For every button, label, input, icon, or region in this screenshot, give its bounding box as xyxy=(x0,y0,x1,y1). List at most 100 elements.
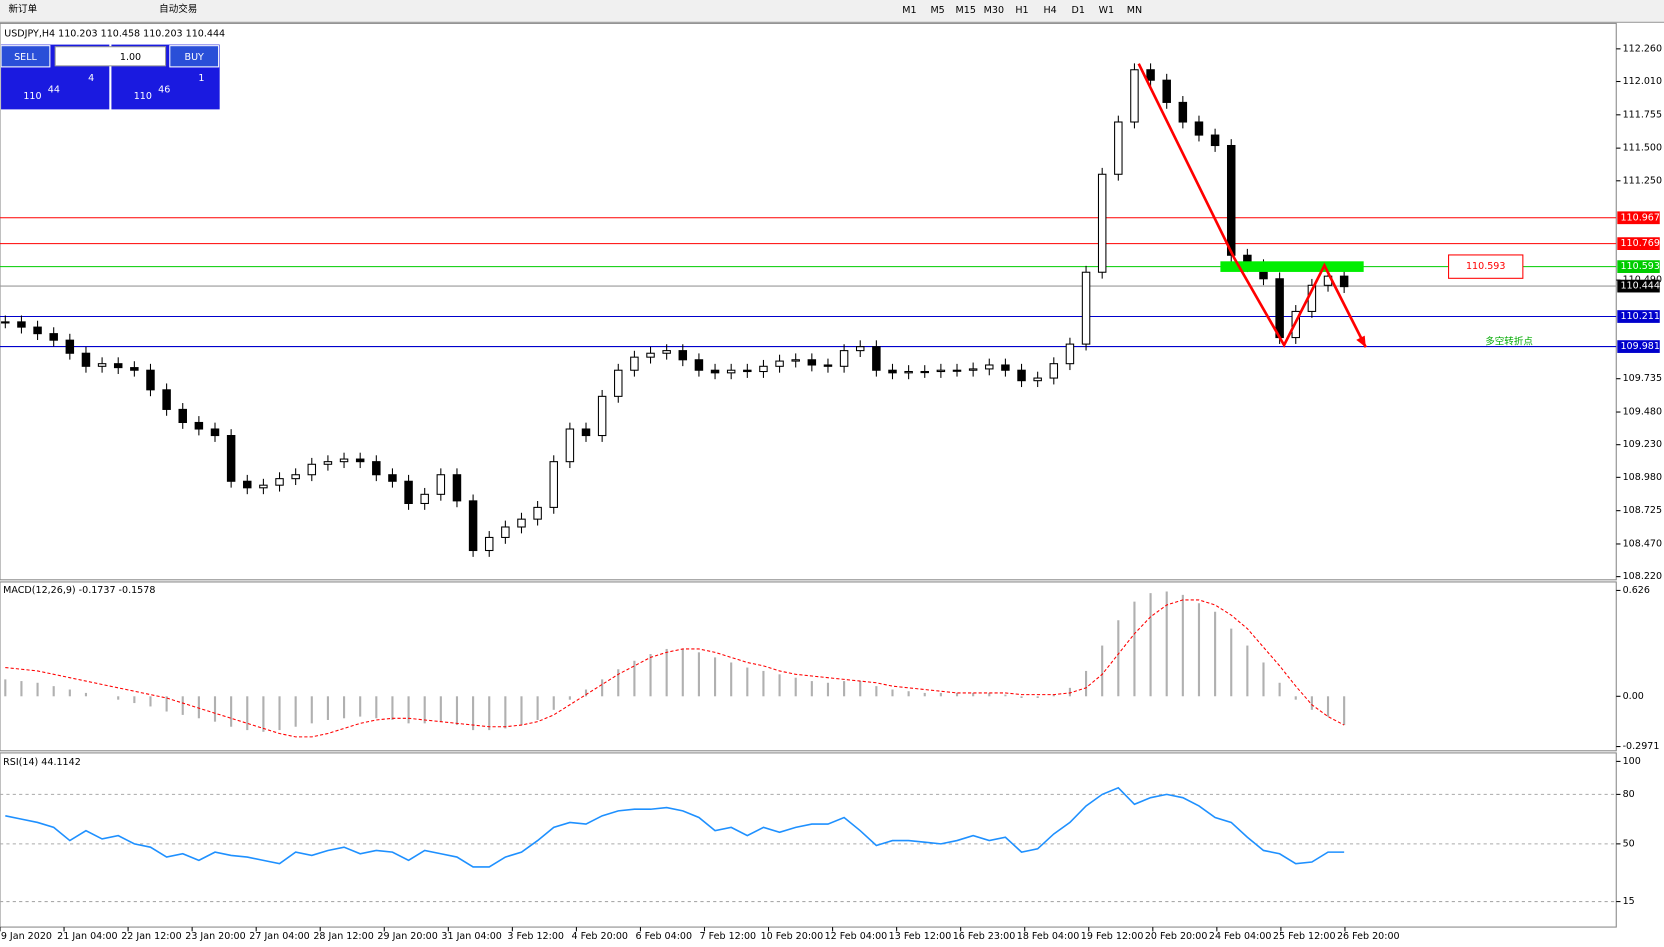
level-tag xyxy=(1617,340,1660,353)
rsi-title: RSI(14) 44.1142 xyxy=(3,757,81,768)
period-button[interactable]: MN xyxy=(1127,5,1142,16)
candle xyxy=(533,506,542,520)
lot-input[interactable]: 1.00 xyxy=(120,52,141,63)
x-tick-label: 29 Jan 20:00 xyxy=(377,931,437,942)
bid-big: 110 xyxy=(23,91,41,102)
candle xyxy=(210,428,220,437)
x-tick-label: 23 Jan 20:00 xyxy=(185,931,245,942)
candle xyxy=(372,461,381,476)
candle xyxy=(146,369,155,391)
period-button[interactable]: M15 xyxy=(956,5,976,16)
candle xyxy=(1130,69,1139,123)
candle xyxy=(178,408,187,424)
candle xyxy=(388,474,397,482)
candle xyxy=(807,359,817,366)
level-label: 110.593 xyxy=(1620,261,1659,272)
period-button[interactable]: M30 xyxy=(984,5,1004,16)
candle xyxy=(162,389,171,410)
turning-zone xyxy=(1220,261,1364,272)
y-tick-label: 0.00 xyxy=(1623,691,1644,702)
candle xyxy=(1194,121,1204,136)
candle xyxy=(291,474,300,480)
new-order-button[interactable]: 新订单 xyxy=(8,3,37,15)
candle xyxy=(726,369,736,374)
candle xyxy=(952,369,962,372)
period-button[interactable]: H4 xyxy=(1043,5,1056,16)
candle xyxy=(484,536,494,552)
level-label: 110.967 xyxy=(1620,212,1659,223)
candle xyxy=(614,369,623,397)
x-tick-label: 24 Feb 04:00 xyxy=(1209,931,1272,942)
period-button[interactable]: H1 xyxy=(1015,5,1028,16)
candle xyxy=(243,480,252,489)
y-tick-label: 100 xyxy=(1623,756,1641,767)
level-tag xyxy=(1617,237,1660,251)
x-tick-label: 27 Jan 04:00 xyxy=(249,931,309,942)
candle xyxy=(694,359,704,371)
period-button[interactable]: M1 xyxy=(902,5,916,16)
candle xyxy=(920,370,929,374)
toolbar xyxy=(0,0,1664,23)
candle xyxy=(791,359,800,362)
candle xyxy=(597,395,607,437)
candle xyxy=(81,352,91,367)
x-tick-label: 20 Feb 20:00 xyxy=(1145,931,1208,942)
y-tick-label: 108.470 xyxy=(1623,538,1662,549)
buy-button[interactable]: BUY xyxy=(185,52,205,63)
candle xyxy=(1226,144,1236,256)
candle xyxy=(1081,271,1091,345)
sell-button[interactable]: SELL xyxy=(14,52,37,63)
candle xyxy=(226,435,236,482)
candle xyxy=(662,350,671,354)
period-button[interactable]: M5 xyxy=(930,5,944,16)
period-button[interactable]: W1 xyxy=(1099,5,1115,16)
candle xyxy=(904,370,913,374)
y-tick-label: 108.220 xyxy=(1623,571,1662,582)
y-tick-label: 112.010 xyxy=(1623,76,1662,87)
candle xyxy=(113,363,123,369)
x-tick-label: 25 Feb 12:00 xyxy=(1273,931,1336,942)
candle xyxy=(1339,275,1349,288)
candle xyxy=(97,363,107,367)
x-tick-label: 7 Feb 12:00 xyxy=(700,931,757,942)
candle xyxy=(307,463,317,476)
candle xyxy=(49,333,58,341)
ask-main: 46 xyxy=(158,85,170,96)
x-tick-label: 19 Jan 2020 xyxy=(0,931,52,942)
level-tag xyxy=(1617,260,1660,273)
period-button[interactable]: D1 xyxy=(1071,5,1084,16)
level-label: 110.211 xyxy=(1620,311,1659,322)
x-tick-label: 3 Feb 12:00 xyxy=(507,931,564,942)
macd-signal xyxy=(5,599,1345,738)
candle xyxy=(452,474,462,502)
annotation-price: 110.593 xyxy=(1466,261,1505,272)
candle xyxy=(936,369,946,373)
ask-sup: 1 xyxy=(198,73,204,84)
candle xyxy=(1001,364,1010,371)
y-tick-label: -0.2971 xyxy=(1623,741,1660,752)
y-tick-label: 112.260 xyxy=(1623,43,1662,54)
auto-trade-button[interactable]: 自动交易 xyxy=(159,3,197,15)
chart-title: USDJPY,H4 110.203 110.458 110.203 110.44… xyxy=(4,28,225,39)
x-tick-label: 16 Feb 23:00 xyxy=(953,931,1016,942)
candle xyxy=(646,352,655,358)
y-tick-label: 111.755 xyxy=(1623,109,1662,120)
rsi-pane xyxy=(0,752,1617,928)
candle xyxy=(323,461,333,465)
x-tick-label: 19 Feb 12:00 xyxy=(1081,931,1144,942)
x-tick-label: 21 Jan 04:00 xyxy=(57,931,117,942)
x-tick-label: 10 Feb 20:00 xyxy=(761,931,824,942)
x-tick-label: 6 Feb 04:00 xyxy=(636,931,693,942)
candle xyxy=(339,458,349,463)
candle xyxy=(436,474,446,495)
candle xyxy=(855,346,865,352)
bid-sup: 4 xyxy=(88,73,94,84)
candle xyxy=(549,461,558,508)
candle xyxy=(517,518,526,528)
candle xyxy=(872,346,881,371)
candle xyxy=(985,364,994,370)
candle xyxy=(1146,69,1155,81)
candle xyxy=(888,369,897,374)
candle xyxy=(1114,121,1123,175)
